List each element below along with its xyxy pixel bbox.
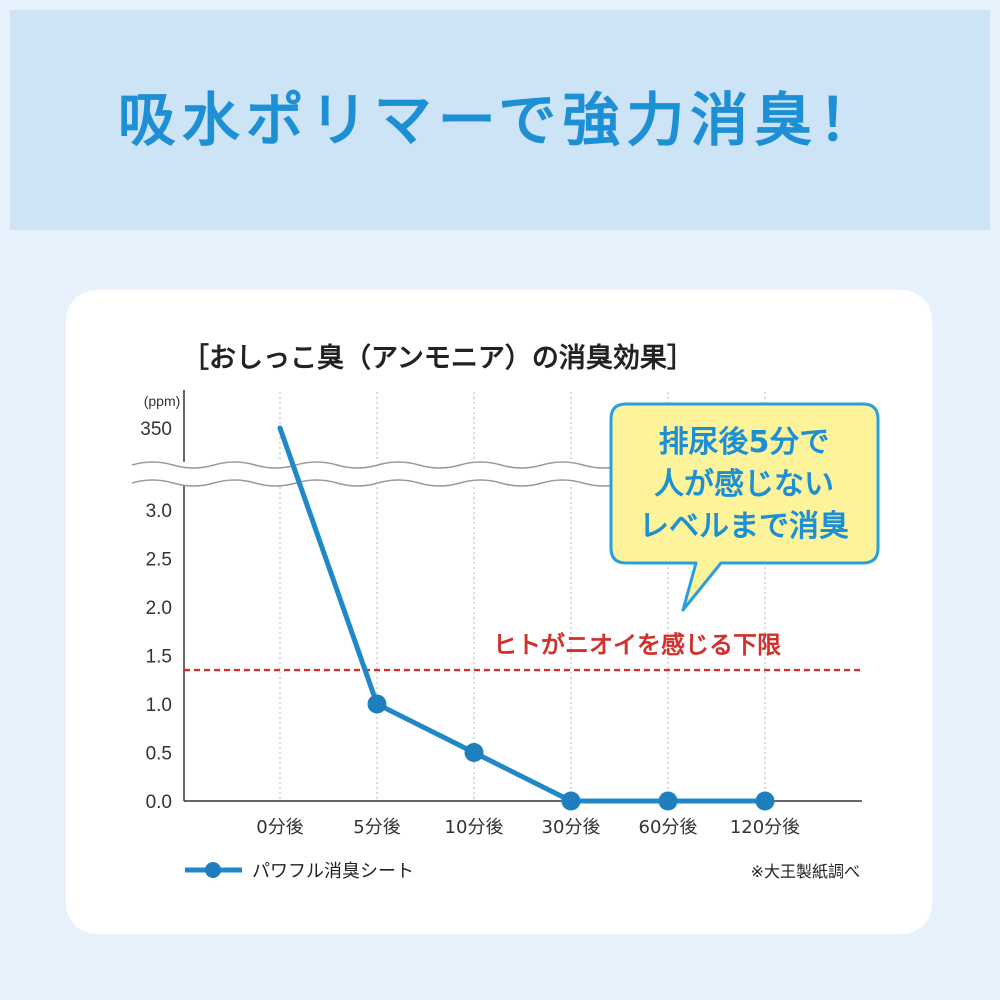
data-point (658, 791, 678, 811)
legend-label: パワフル消臭シート (252, 861, 414, 882)
threshold-label: ヒトがニオイを感じる下限 (493, 631, 781, 659)
y-tick-label: 1.0 (146, 695, 172, 716)
y-tick-label: 0.5 (146, 744, 172, 765)
x-tick-label: 30分後 (542, 817, 601, 838)
y-tick-label: 2.0 (146, 598, 172, 619)
y-tick-label: 350 (140, 419, 172, 440)
x-tick-label: 60分後 (639, 817, 698, 838)
series-line (277, 425, 768, 804)
chart-title: ［おしっこ臭（アンモニア）の消臭効果］ (182, 342, 694, 374)
x-tick-label: 5分後 (353, 817, 400, 838)
data-point (367, 694, 387, 714)
y-tick-label: 1.5 (146, 647, 172, 668)
data-point (755, 791, 775, 811)
x-tick-label: 10分後 (445, 817, 504, 838)
callout-text: 人が感じない (654, 467, 834, 502)
callout-text: 排尿後5分で (659, 425, 830, 460)
legend-marker (205, 862, 221, 878)
y-tick-label: 2.5 (146, 550, 172, 571)
x-tick-label: 120分後 (730, 817, 800, 838)
data-point (561, 791, 581, 811)
y-tick-label: 0.0 (146, 792, 172, 813)
y-tick-label: 3.0 (146, 501, 172, 522)
callout-text: レベルまで消臭 (639, 509, 849, 544)
data-point (464, 743, 484, 762)
odor-chart: ［おしっこ臭（アンモニア）の消臭効果］ (ppm) 0.0 0.5 1.0 1.5 2.0 2… (131, 342, 880, 882)
header-banner: 吸水ポリマーで強力消臭！ (10, 10, 990, 230)
y-axis-unit: (ppm) (144, 393, 181, 409)
x-tick-label: 0分後 (256, 817, 303, 838)
chart-card: ［おしっこ臭（アンモニア）の消臭効果］ (ppm) 0.0 0.5 1.0 1.5 2.0 2… (66, 290, 932, 934)
page-title: 吸水ポリマーで強力消臭！ (117, 86, 883, 154)
source-note: ※大王製紙調べ (751, 862, 860, 881)
